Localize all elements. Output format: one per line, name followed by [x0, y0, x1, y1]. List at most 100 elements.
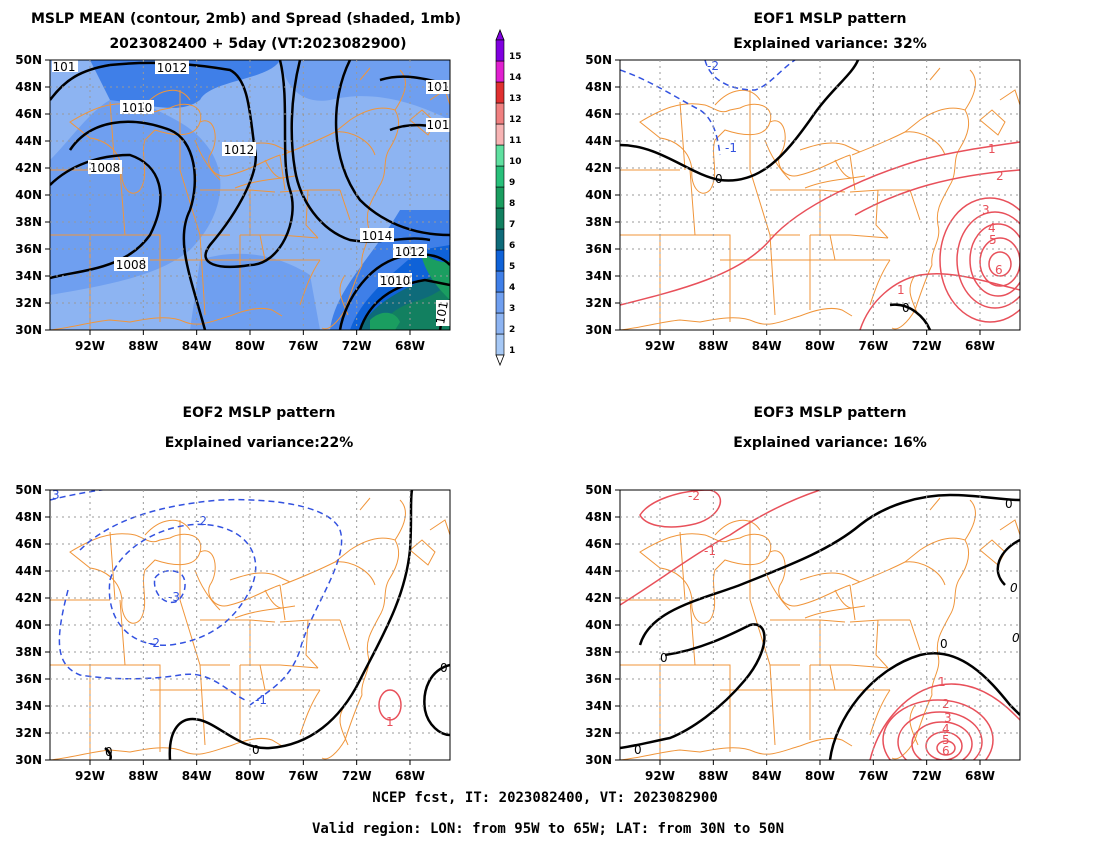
contour-label: 0: [252, 743, 260, 757]
colorbar-box: [495, 333, 505, 356]
y-tick-label: 48N: [585, 510, 612, 524]
y-tick-label: 40N: [585, 188, 612, 202]
colorbar-label: 15: [509, 52, 522, 62]
colorbar-box: [495, 270, 505, 293]
colorbar-box: [495, 60, 505, 83]
contour-label: 0: [902, 301, 910, 315]
panel-eof1-title: EOF1 MSLP pattern: [754, 11, 907, 27]
colorbar-box: [495, 249, 505, 272]
y-tick-label: 34N: [585, 699, 612, 713]
y-tick-label: 44N: [585, 134, 612, 148]
colorbar-box: [495, 144, 505, 167]
y-tick-label: 38N: [585, 215, 612, 229]
x-tick-label: 84W: [752, 769, 782, 783]
panel-eof2: EOF2 MSLP pattern Explained variance:22%…: [15, 405, 451, 783]
y-tick-label: 32N: [15, 296, 42, 310]
y-tick-label: 46N: [585, 107, 612, 121]
y-tick-label: 38N: [15, 645, 42, 659]
contour-label: 1: [897, 283, 905, 297]
y-tick-label: 32N: [15, 726, 42, 740]
y-tick-label: 34N: [15, 269, 42, 283]
mean-contour: [334, 60, 450, 237]
contour-label: 6: [995, 263, 1003, 277]
contour-label: 0: [1012, 631, 1020, 645]
contour-label: -2: [148, 636, 160, 650]
eof2-zero-contour: [104, 747, 113, 760]
colorbar-label: 6: [509, 241, 515, 251]
eof1-pos-contour: [939, 197, 1020, 323]
spread-shade-5: [190, 253, 320, 330]
y-tick-label: 36N: [15, 242, 42, 256]
y-tick-label: 50N: [585, 53, 612, 67]
x-tick-label: 80W: [805, 339, 835, 353]
contour-label: 101: [53, 60, 76, 74]
x-tick-label: 72W: [912, 339, 942, 353]
eof2-zero-contour: [423, 663, 450, 737]
y-tick-label: 36N: [585, 242, 612, 256]
colorbar-box: [495, 123, 505, 146]
y-tick-label: 36N: [15, 672, 42, 686]
panel-eof2-axes: 92W 88W 84W 80W 76W 72W 68W 50N 48N 46N 44N 42N 40N 3…: [15, 483, 425, 783]
panel-eof1-axes: 92W 88W 84W 80W 76W 72W 68W 50N 48N 46N 44N 42N 40N 3…: [585, 53, 995, 353]
x-tick-label: 80W: [235, 339, 265, 353]
contour-label: 0: [634, 743, 642, 757]
eof1-pos-contour: [956, 211, 1020, 309]
contour-label: -1: [255, 693, 267, 707]
eof2-neg-contour: [108, 523, 257, 646]
eof1-pos-contour: [620, 141, 1020, 306]
x-tick-label: 72W: [342, 769, 372, 783]
y-tick-label: 30N: [585, 323, 612, 337]
colorbar-label: 3: [509, 304, 515, 314]
eof3-pos-contour: [620, 490, 821, 606]
eof1-zero-contour: [620, 60, 860, 182]
contour-label: 1012: [224, 143, 255, 157]
eof2-neg-contour: [50, 490, 230, 501]
contour-label: 1: [938, 675, 946, 689]
contour-label: -1: [725, 141, 737, 155]
colorbar-label: 2: [509, 325, 515, 335]
contour-label: 1010: [380, 274, 411, 288]
y-tick-label: 50N: [15, 53, 42, 67]
y-tick-label: 36N: [585, 672, 612, 686]
contour-label: 2: [996, 169, 1004, 183]
contour-label: 0: [1005, 497, 1013, 511]
colorbar-label: 14: [509, 73, 522, 83]
colorbar-label: 11: [509, 136, 522, 146]
x-tick-label: 92W: [645, 339, 675, 353]
contour-label: 3: [944, 711, 952, 725]
eof3-zero-contour: [828, 652, 1020, 760]
panel-eof3: EOF3 MSLP pattern Explained variance: 16…: [585, 405, 1021, 783]
y-tick-label: 32N: [585, 296, 612, 310]
contour-label: 101: [433, 300, 451, 325]
contour-label: 1: [988, 142, 996, 156]
panel-mean-axes: 92W 88W 84W 80W 76W 72W 68W 50N 48N 46N 44N 42N 40N 3…: [15, 53, 425, 353]
contour-label: 0: [660, 651, 668, 665]
y-tick-label: 38N: [585, 645, 612, 659]
colorbar-label: 1: [509, 346, 515, 356]
colorbar-label: 4: [509, 283, 515, 293]
y-tick-label: 46N: [15, 107, 42, 121]
eof2-neg-contour: [58, 589, 246, 701]
colorbar-box: [495, 291, 505, 314]
eof3-pos-contour: [897, 711, 983, 760]
x-tick-label: 88W: [698, 339, 728, 353]
panel-eof3-subtitle: Explained variance: 16%: [733, 435, 926, 451]
y-tick-label: 44N: [585, 564, 612, 578]
panel-eof3-axes: 92W 88W 84W 80W 76W 72W 68W 50N 48N 46N 44N 42N 40N 3…: [585, 483, 995, 783]
mean-contour: [358, 278, 450, 330]
eof3-pos-contour: [925, 731, 963, 760]
x-tick-label: 68W: [395, 339, 425, 353]
y-tick-label: 40N: [15, 618, 42, 632]
contour-label: 4: [942, 722, 950, 736]
eof2-neg-contour: [153, 570, 186, 604]
y-tick-label: 30N: [585, 753, 612, 767]
y-tick-label: 32N: [585, 726, 612, 740]
colorbar-bottom-arrow: [495, 354, 505, 367]
panel-mean-map: 1012 1010 1008 1012 1008 1014 1012 1010 …: [50, 60, 451, 330]
contour-label: 4: [988, 221, 996, 235]
colorbar-box: [495, 165, 505, 188]
y-tick-label: 46N: [15, 537, 42, 551]
contour-label: 1012: [157, 61, 188, 75]
mean-contour: [249, 60, 294, 267]
